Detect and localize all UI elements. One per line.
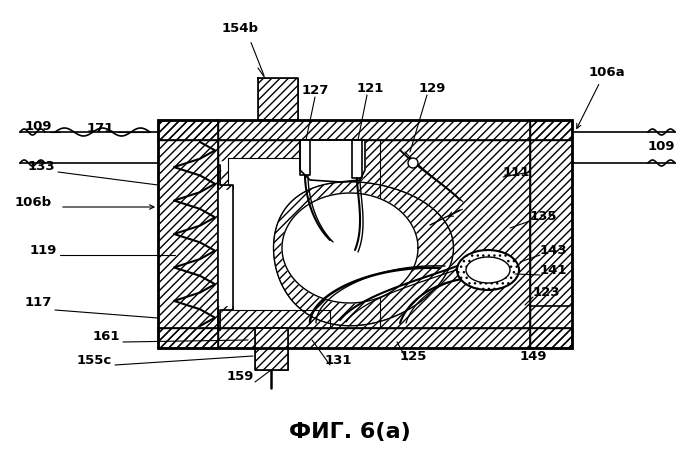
Bar bbox=[158, 120, 572, 348]
Text: 131: 131 bbox=[324, 354, 351, 366]
Text: 159: 159 bbox=[226, 370, 253, 384]
Text: 129: 129 bbox=[419, 82, 446, 95]
Polygon shape bbox=[300, 140, 365, 182]
Polygon shape bbox=[158, 120, 572, 348]
Polygon shape bbox=[530, 120, 572, 348]
Text: 123: 123 bbox=[533, 286, 561, 299]
Text: 143: 143 bbox=[540, 244, 568, 256]
Text: 135: 135 bbox=[530, 210, 557, 222]
Polygon shape bbox=[330, 140, 380, 328]
Circle shape bbox=[408, 158, 418, 168]
Text: 119: 119 bbox=[29, 244, 57, 256]
Ellipse shape bbox=[457, 250, 519, 290]
Polygon shape bbox=[300, 140, 310, 175]
Text: 109: 109 bbox=[25, 121, 52, 133]
Polygon shape bbox=[255, 328, 288, 370]
Polygon shape bbox=[218, 140, 330, 328]
Text: 154b: 154b bbox=[221, 21, 258, 34]
Polygon shape bbox=[158, 328, 572, 348]
Ellipse shape bbox=[466, 257, 510, 283]
Polygon shape bbox=[218, 162, 365, 175]
Polygon shape bbox=[352, 140, 362, 178]
Text: 141: 141 bbox=[540, 263, 568, 276]
Polygon shape bbox=[218, 190, 233, 305]
Text: 106b: 106b bbox=[15, 196, 52, 208]
Text: ФИГ. 6(а): ФИГ. 6(а) bbox=[289, 422, 411, 442]
Text: 109: 109 bbox=[648, 141, 676, 153]
Polygon shape bbox=[158, 120, 218, 348]
Polygon shape bbox=[380, 140, 530, 328]
Text: 125: 125 bbox=[399, 350, 427, 363]
Text: 111: 111 bbox=[503, 165, 531, 178]
Text: 149: 149 bbox=[519, 350, 547, 363]
Text: 127: 127 bbox=[301, 83, 329, 96]
Text: 106a: 106a bbox=[589, 66, 625, 78]
Text: 117: 117 bbox=[25, 296, 52, 309]
Polygon shape bbox=[258, 78, 298, 120]
Text: 171: 171 bbox=[86, 122, 113, 135]
Text: 133: 133 bbox=[27, 160, 55, 173]
Polygon shape bbox=[158, 120, 572, 140]
Text: 161: 161 bbox=[92, 330, 120, 343]
Text: 121: 121 bbox=[356, 82, 384, 95]
Polygon shape bbox=[218, 165, 233, 330]
Polygon shape bbox=[274, 182, 454, 326]
Text: 155c: 155c bbox=[77, 354, 112, 366]
Polygon shape bbox=[282, 193, 418, 303]
